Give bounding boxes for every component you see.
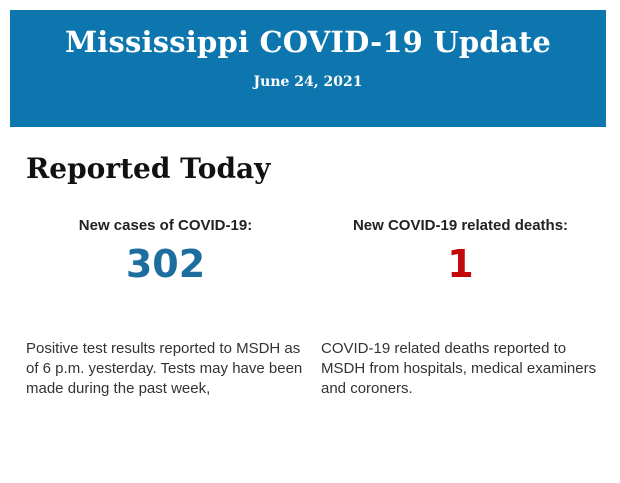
header-banner: Mississippi COVID-19 Update June 24, 202… [10,10,606,127]
stat-new-cases: New cases of COVID-19: 302 [26,186,305,283]
stat-label-new-deaths: New COVID-19 related deaths: [352,216,569,234]
stat-description-new-deaths: COVID-19 related deaths reported to MSDH… [321,339,597,397]
newsletter-title: Mississippi COVID-19 Update [64,25,552,59]
stat-value-new-cases: 302 [125,241,206,286]
newsletter-date: June 24, 2021 [253,74,363,91]
stat-label-new-cases: New cases of COVID-19: [78,216,253,234]
section-heading: Reported Today [26,152,271,185]
report-body: Reported Today New cases of COVID-19: 30… [0,152,620,399]
stats-row: New cases of COVID-19: 302 New COVID-19 … [26,186,600,283]
stat-new-deaths: New COVID-19 related deaths: 1 [321,186,600,283]
stat-value-new-deaths: 1 [447,241,474,286]
descriptions-row: Positive test results reported to MSDH a… [26,339,600,399]
stat-description-new-cases: Positive test results reported to MSDH a… [26,339,303,397]
